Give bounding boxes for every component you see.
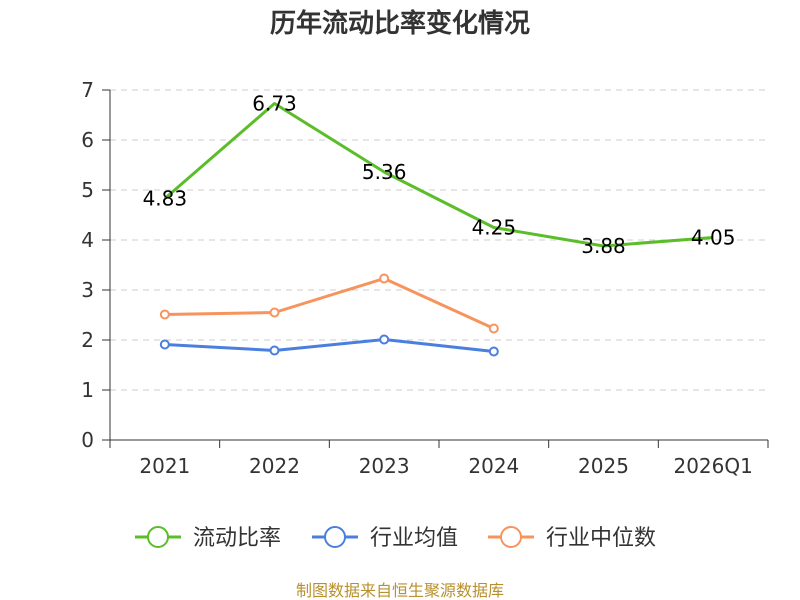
y-tick-label: 4 [81,228,94,252]
series-line-1 [164,338,494,353]
x-tick-label: 2026Q1 [673,454,752,478]
y-tick-label: 1 [81,378,94,402]
data-label: 6.73 [252,92,297,116]
legend-label: 行业均值 [370,526,458,551]
x-tick-label: 2023 [359,454,410,478]
y-tick-label: 7 [81,78,94,102]
data-label: 3.88 [581,234,626,258]
data-labels: 4.83 6.73 5.36 4.25 3.88 4.05 [143,92,736,259]
legend-item-0: 流动比率 [135,526,281,551]
legend-label: 行业中位数 [546,526,656,551]
data-label: 5.36 [362,160,407,184]
footer-source: 制图数据来自恒生聚源数据库 [296,581,504,600]
y-tick-label: 5 [81,178,94,202]
data-point [379,334,390,345]
x-tick-label: 2022 [249,454,300,478]
x-tick-label: 2025 [578,454,629,478]
legend-label: 流动比率 [193,526,281,551]
series-line-0 [163,102,714,248]
legend-swatch-marker [147,526,169,548]
series [159,102,714,357]
axes: 0 1 2 3 4 5 6 7 2021 2022 2023 2024 2025 2026Q1 [81,78,769,478]
legend: 流动比率 行业均值 行业中位数 [135,526,656,551]
legend-swatch-marker [500,526,522,548]
legend-swatch-marker [324,526,346,548]
data-point [488,323,499,334]
y-tick-label: 3 [81,278,94,302]
legend-item-2: 行业中位数 [488,526,656,551]
y-tick-label: 0 [81,428,94,452]
data-point [269,345,280,356]
data-point [159,309,170,320]
data-point [488,346,499,357]
data-label: 4.83 [143,187,188,211]
data-point [269,307,280,318]
chart-title: 历年流动比率变化情况 [270,8,530,39]
legend-item-1: 行业均值 [312,526,458,551]
x-tick-label: 2021 [139,454,190,478]
data-point [379,273,390,284]
data-label: 4.05 [691,226,736,250]
y-tick-label: 6 [81,128,94,152]
x-tick-label: 2024 [468,454,519,478]
y-tick-label: 2 [81,328,94,352]
data-label: 4.25 [472,216,517,240]
data-point [159,339,170,350]
series-line-2 [164,277,495,330]
